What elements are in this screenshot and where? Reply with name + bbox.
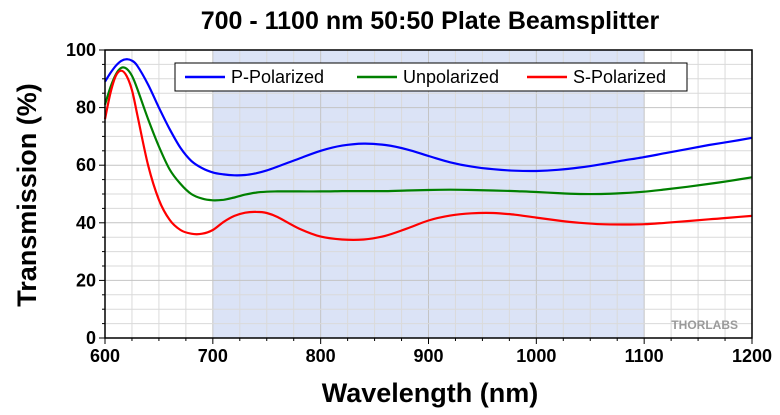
series-layer bbox=[103, 58, 753, 242]
legend-box bbox=[174, 62, 688, 92]
legend-label-0: P-Polarized bbox=[231, 67, 324, 87]
x-axis-title: Wavelength (nm) bbox=[322, 378, 539, 408]
series-line-0 bbox=[104, 58, 753, 177]
y-tick-label: 80 bbox=[76, 98, 96, 118]
x-tick-label: 1000 bbox=[516, 346, 556, 366]
legend-label-1: Unpolarized bbox=[403, 67, 499, 87]
legend: P-Polarized Unpolarized S-Polarized bbox=[174, 62, 688, 92]
legend-label-2: S-Polarized bbox=[573, 67, 666, 87]
x-tick-label: 900 bbox=[413, 346, 443, 366]
y-tick-label: 60 bbox=[76, 155, 96, 175]
chart-title: 700 - 1100 nm 50:50 Plate Beamsplitter bbox=[201, 7, 660, 35]
x-tick-label: 700 bbox=[198, 346, 228, 366]
x-tick-label: 1200 bbox=[732, 346, 772, 366]
series-line-2 bbox=[103, 69, 753, 242]
y-tick-label: 100 bbox=[66, 40, 96, 60]
y-tick-label: 40 bbox=[76, 213, 96, 233]
thorlabs-watermark: THORLABS bbox=[671, 318, 738, 332]
x-tick-label: 600 bbox=[90, 346, 120, 366]
x-tick-label: 1100 bbox=[625, 346, 664, 366]
axis-ticks: 600 700 800 900 1000 1100 1200 0 20 40 60 80 100 bbox=[66, 40, 772, 366]
y-tick-label: 0 bbox=[86, 328, 96, 348]
y-tick-label: 20 bbox=[76, 270, 96, 290]
series-line-1 bbox=[103, 66, 753, 202]
y-axis-title: Transmission (%) bbox=[12, 83, 42, 307]
x-tick-label: 800 bbox=[306, 346, 336, 366]
grid-lines bbox=[105, 50, 752, 338]
